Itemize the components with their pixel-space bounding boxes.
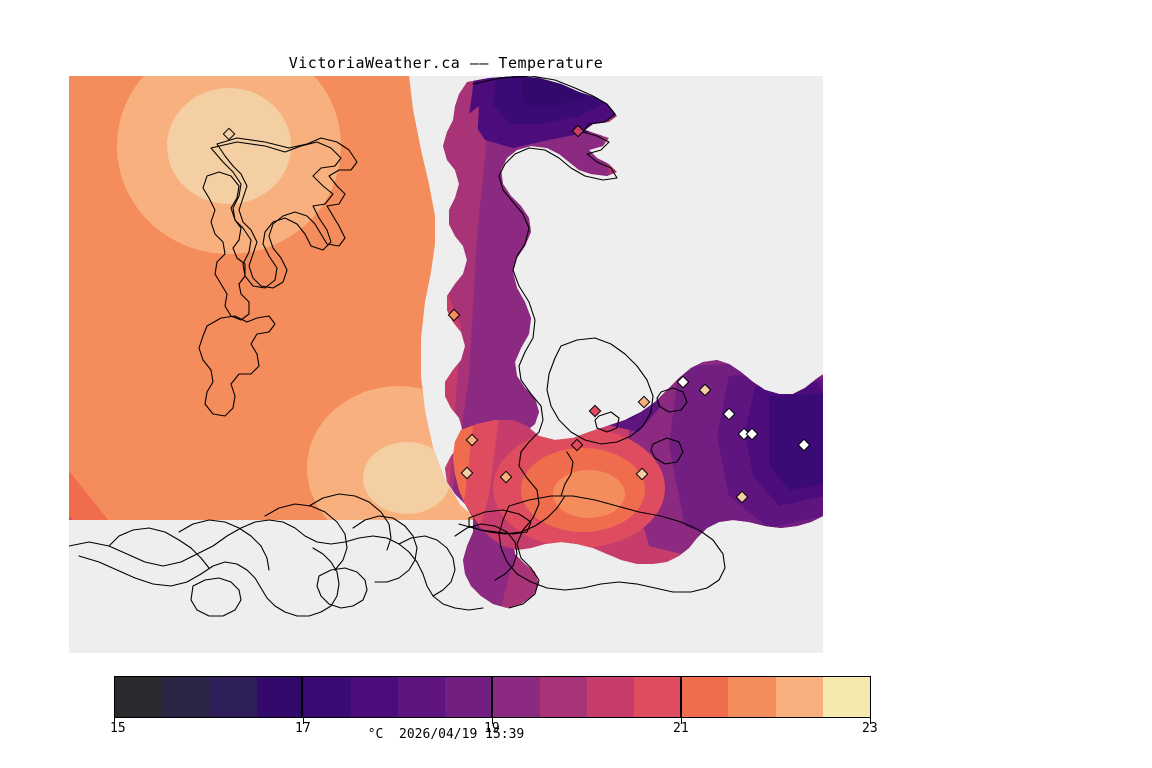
station-marker[interactable] xyxy=(722,407,736,421)
station-marker[interactable] xyxy=(635,467,649,481)
colorbar-tick xyxy=(492,718,493,724)
station-marker[interactable] xyxy=(499,470,513,484)
colorbar-caption: °C 2026/04/19 15:39 xyxy=(367,727,525,742)
colorbar-tick xyxy=(303,718,304,724)
station-marker[interactable] xyxy=(735,490,749,504)
colorbar-swatch-12 xyxy=(681,677,729,717)
southeast-fill-group xyxy=(453,360,823,564)
station-markers xyxy=(222,124,811,504)
station-marker[interactable] xyxy=(637,395,651,409)
colorbar-swatch-5 xyxy=(350,677,399,717)
colorbar-swatch-6 xyxy=(398,677,446,717)
colorbar-tick-label: 15 xyxy=(110,721,126,736)
map-canvas xyxy=(69,76,823,653)
station-marker[interactable] xyxy=(797,438,811,452)
colorbar-tick-label: 23 xyxy=(862,721,878,736)
colorbar-gradient-strip[interactable] xyxy=(114,676,871,718)
colorbar-swatch-10 xyxy=(586,677,635,717)
colorbar-tick-label: 17 xyxy=(295,721,311,736)
colorbar-swatch-3 xyxy=(256,677,304,717)
station-marker[interactable] xyxy=(222,127,236,141)
colorbar-swatch-9 xyxy=(539,677,587,717)
colorbar-tick-label: 21 xyxy=(673,721,689,736)
station-marker[interactable] xyxy=(588,404,602,418)
page-title: VictoriaWeather.ca —— Temperature xyxy=(288,54,604,72)
colorbar-tick xyxy=(114,718,115,724)
colorbar-swatch-1 xyxy=(162,677,210,717)
colorbar-swatch-2 xyxy=(209,677,257,717)
station-marker[interactable] xyxy=(698,383,712,397)
colorbar-divider xyxy=(491,676,493,718)
colorbar-divider xyxy=(301,676,303,718)
colorbar-tick-label: 19 xyxy=(484,721,500,736)
colorbar[interactable]: 15 17 19 21 23 xyxy=(110,676,878,736)
station-marker[interactable] xyxy=(571,124,585,138)
station-marker[interactable] xyxy=(447,308,461,322)
colorbar-swatch-13 xyxy=(728,677,776,717)
station-marker[interactable] xyxy=(465,433,479,447)
colorbar-swatch-15 xyxy=(822,677,870,717)
colorbar-tick xyxy=(870,718,871,724)
colorbar-divider xyxy=(680,676,682,718)
colorbar-swatch-0 xyxy=(115,677,163,717)
station-marker[interactable] xyxy=(570,438,584,452)
station-marker[interactable] xyxy=(737,427,751,441)
colorbar-swatch-4 xyxy=(303,677,351,717)
station-marker[interactable] xyxy=(460,466,474,480)
station-marker[interactable] xyxy=(745,427,759,441)
colorbar-swatch-7 xyxy=(445,677,493,717)
colorbar-swatch-8 xyxy=(492,677,540,717)
station-marker[interactable] xyxy=(676,375,690,389)
colorbar-swatch-11 xyxy=(634,677,682,717)
colorbar-swatch-14 xyxy=(775,677,823,717)
colorbar-tick xyxy=(681,718,682,724)
temperature-map-plot xyxy=(69,76,823,653)
